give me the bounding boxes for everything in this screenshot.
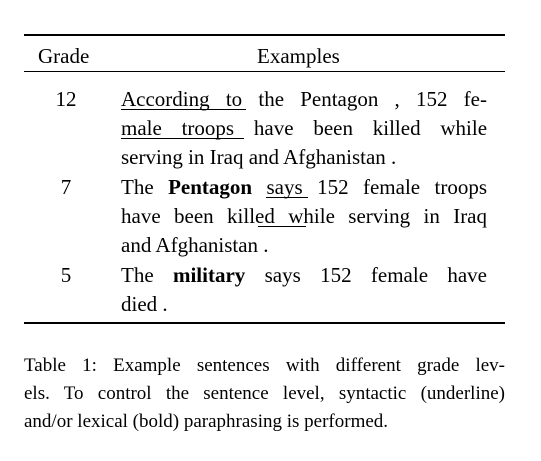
underlined-phrase: According to bbox=[121, 87, 243, 111]
underlined-phrase: says bbox=[266, 175, 303, 199]
caption-line: and/or lexical (bold) paraphrasing is pe… bbox=[24, 411, 389, 432]
underline-mark bbox=[266, 197, 308, 198]
example-line: have been killed while serving in Iraq bbox=[121, 204, 487, 228]
header-rule bbox=[24, 71, 505, 72]
example-line: male troops have been killed while bbox=[121, 116, 487, 140]
text-segment: the Pentagon , 152 fe- bbox=[242, 87, 487, 111]
example-line: The Pentagon says 152 female troops bbox=[121, 175, 487, 199]
text-segment bbox=[252, 175, 266, 199]
caption-line: els. To control the sentence level, synt… bbox=[24, 383, 505, 404]
text-segment: 152 female troops bbox=[302, 175, 488, 199]
example-line: The military says 152 female have bbox=[121, 263, 487, 287]
grade-cell-7: 7 bbox=[60, 175, 72, 199]
example-line: died . bbox=[121, 292, 487, 316]
underline-mark bbox=[258, 226, 306, 227]
underline-mark bbox=[121, 109, 246, 110]
grade-cell-12: 12 bbox=[55, 87, 77, 111]
header-grade: Grade bbox=[38, 44, 90, 68]
text-segment: serving in Iraq and Afghanistan . bbox=[121, 145, 397, 169]
text-segment: The bbox=[121, 263, 173, 287]
header-examples: Examples bbox=[257, 44, 340, 68]
text-segment: The bbox=[121, 175, 169, 199]
example-line: serving in Iraq and Afghanistan . bbox=[121, 145, 487, 169]
text-segment: have been killed while bbox=[234, 116, 488, 140]
underline-mark bbox=[121, 138, 244, 139]
underlined-phrase: male troops bbox=[121, 116, 235, 140]
text-segment: died . bbox=[121, 292, 168, 316]
text-segment: and Afghanistan . bbox=[121, 233, 269, 257]
bold-word: Pentagon bbox=[168, 175, 253, 199]
top-rule bbox=[24, 34, 505, 36]
example-line: According to the Pentagon , 152 fe- bbox=[121, 87, 487, 111]
text-segment: says 152 female have bbox=[245, 263, 487, 287]
grade-cell-5: 5 bbox=[60, 263, 72, 287]
caption-line: Table 1: Example sentences with differen… bbox=[24, 355, 505, 376]
text-segment: while serving in Iraq bbox=[274, 204, 488, 228]
underlined-phrase: have been killed bbox=[121, 204, 275, 228]
example-line: and Afghanistan . bbox=[121, 233, 487, 257]
bold-word: military bbox=[172, 263, 246, 287]
bottom-rule bbox=[24, 322, 505, 324]
